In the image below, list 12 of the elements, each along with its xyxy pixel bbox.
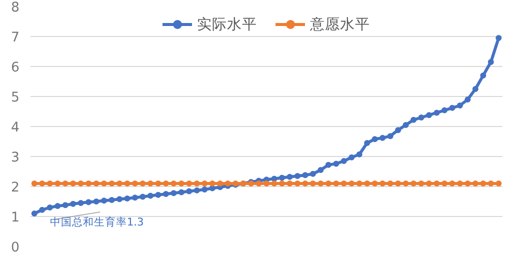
legend-label: 意愿水平: [310, 14, 370, 34]
legend-label: 实际水平: [197, 14, 257, 34]
y-tick-label: 8: [11, 0, 20, 16]
y-tick-label: 6: [11, 60, 20, 76]
y-tick-label: 5: [11, 90, 20, 106]
y-tick-label: 1: [11, 210, 20, 226]
y-tick-label: 0: [11, 240, 20, 256]
y-tick-label: 3: [11, 150, 20, 166]
y-tick-label: 2: [11, 180, 20, 196]
y-tick-label: 4: [11, 120, 20, 136]
annotation: 中国总和生育率1.3: [50, 216, 144, 228]
y-tick-label: 7: [11, 30, 20, 46]
